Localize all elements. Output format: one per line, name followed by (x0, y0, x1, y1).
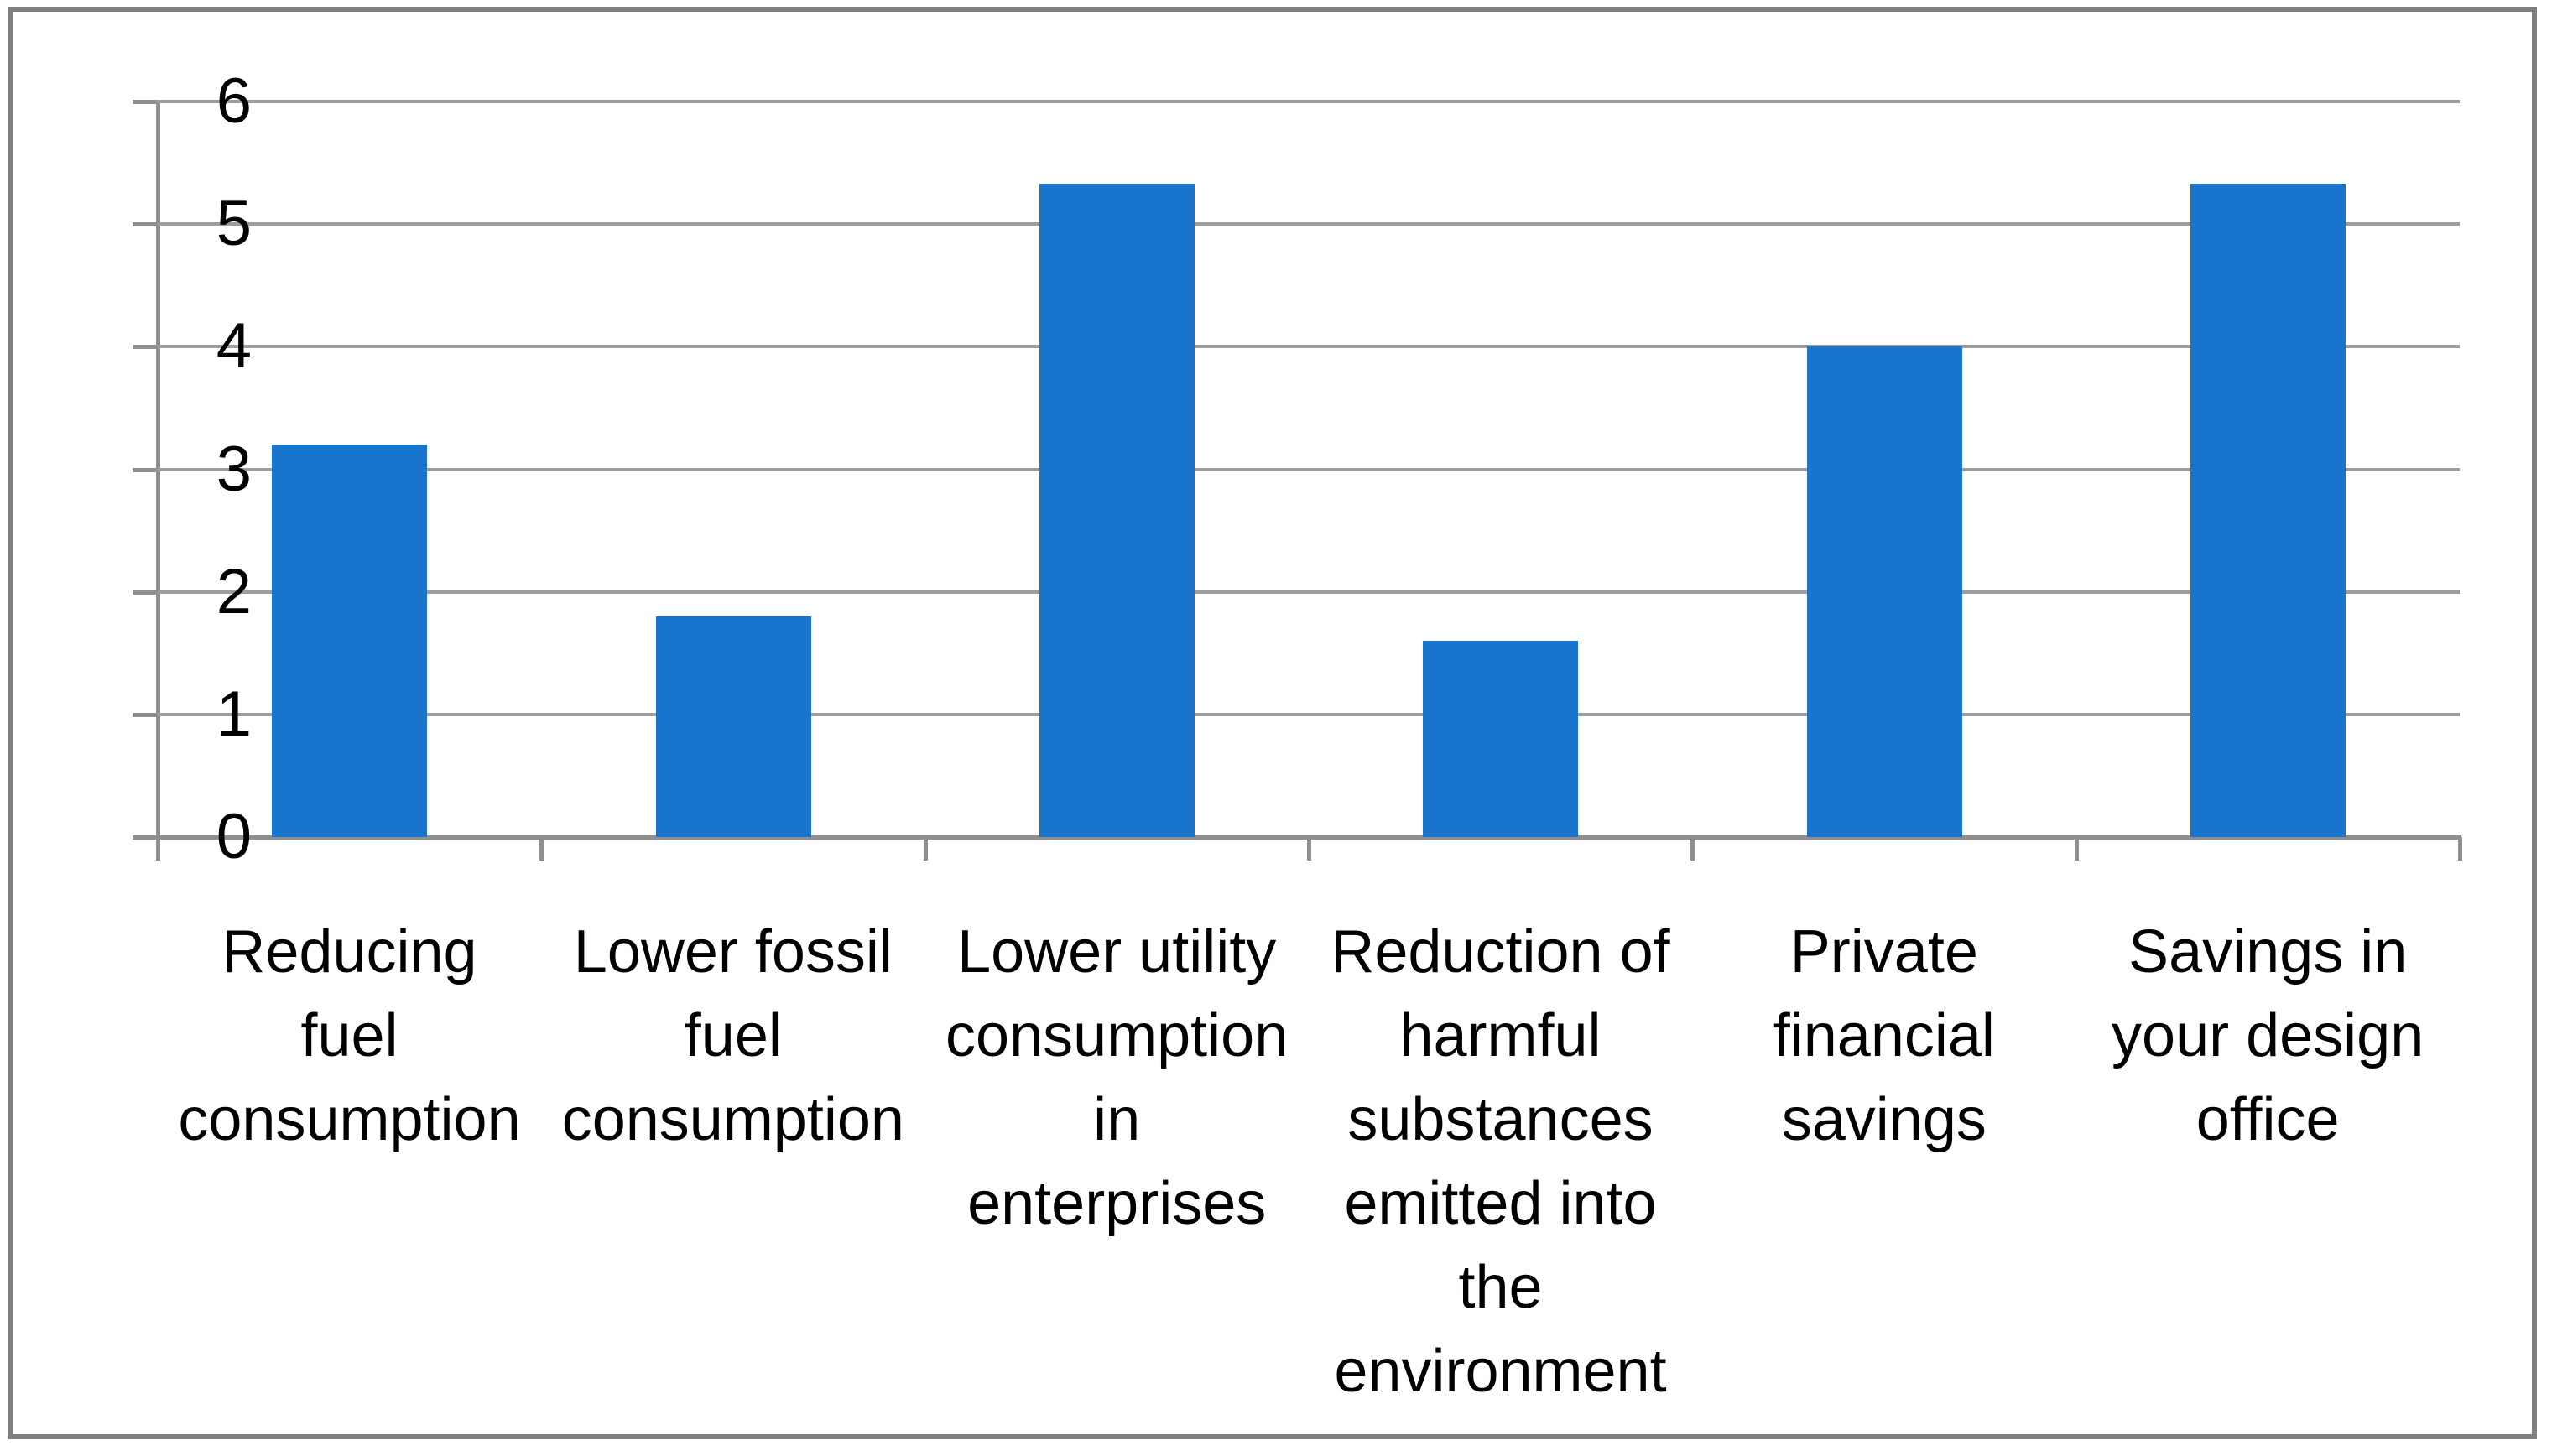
gridline-6 (158, 100, 2460, 103)
bar-5 (1806, 346, 1962, 837)
x-tick-6 (2458, 837, 2462, 861)
gridline-5 (158, 222, 2460, 226)
x-tick-2 (923, 837, 928, 861)
gridline-2 (158, 590, 2460, 594)
y-tick-6 (133, 100, 158, 104)
bar-1 (272, 445, 428, 837)
gridline-4 (158, 345, 2460, 349)
y-tick-0 (133, 835, 158, 840)
bar-4 (1423, 641, 1579, 837)
bar-3 (1039, 183, 1195, 837)
gridline-3 (158, 467, 2460, 471)
y-tick-4 (133, 345, 158, 350)
chart-border (8, 7, 2537, 1439)
x-tick-5 (2074, 837, 2079, 861)
y-tick-1 (133, 712, 158, 717)
bar-6 (2190, 183, 2346, 837)
gridline-1 (158, 712, 2460, 716)
y-tick-5 (133, 222, 158, 227)
x-tick-1 (539, 837, 544, 861)
x-tick-4 (1690, 837, 1695, 861)
plot-area (133, 100, 2462, 861)
y-tick-2 (133, 590, 158, 595)
x-tick-0 (156, 837, 160, 861)
bar-2 (655, 616, 811, 837)
y-tick-3 (133, 467, 158, 472)
x-tick-3 (1307, 837, 1311, 861)
